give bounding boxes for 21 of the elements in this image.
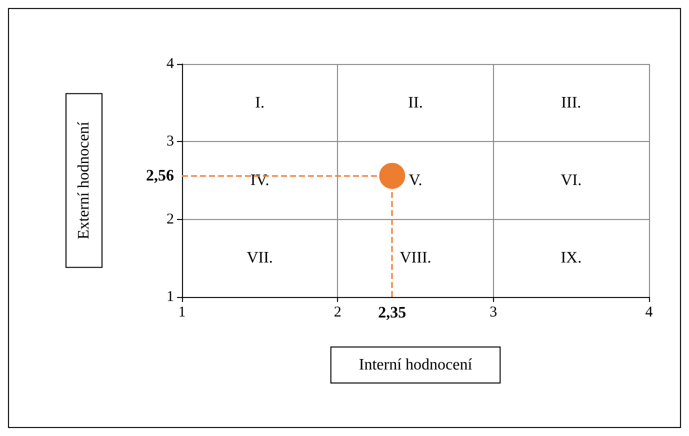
annotation: IX. <box>560 250 582 267</box>
y-tick-label: 3 <box>166 134 174 150</box>
x-tick-label: 3 <box>490 304 498 320</box>
x-tick-label: 1 <box>178 304 186 320</box>
x-tick-label: 2 <box>334 304 342 320</box>
y-tick-label: 1 <box>166 289 174 305</box>
x-tick-label: 4 <box>645 304 654 320</box>
annotation: III. <box>561 94 582 112</box>
annotation: I. <box>255 94 264 112</box>
y-tick-label: 2 <box>166 211 174 228</box>
annotation: VI. <box>560 172 582 189</box>
ref-line-label: 2,56 <box>146 167 174 184</box>
annotation: IV. <box>250 172 270 189</box>
ref-line-label: 2,35 <box>378 304 406 322</box>
annotation: VIII. <box>400 250 432 267</box>
y-axis-title: Externí hodnocení <box>76 121 92 240</box>
annotation: V. <box>408 172 422 189</box>
annotation: II. <box>408 94 423 112</box>
y-tick-label: 4 <box>166 56 174 72</box>
x-axis-title: Interní hodnocení <box>358 356 473 374</box>
annotation: VII. <box>246 250 273 267</box>
